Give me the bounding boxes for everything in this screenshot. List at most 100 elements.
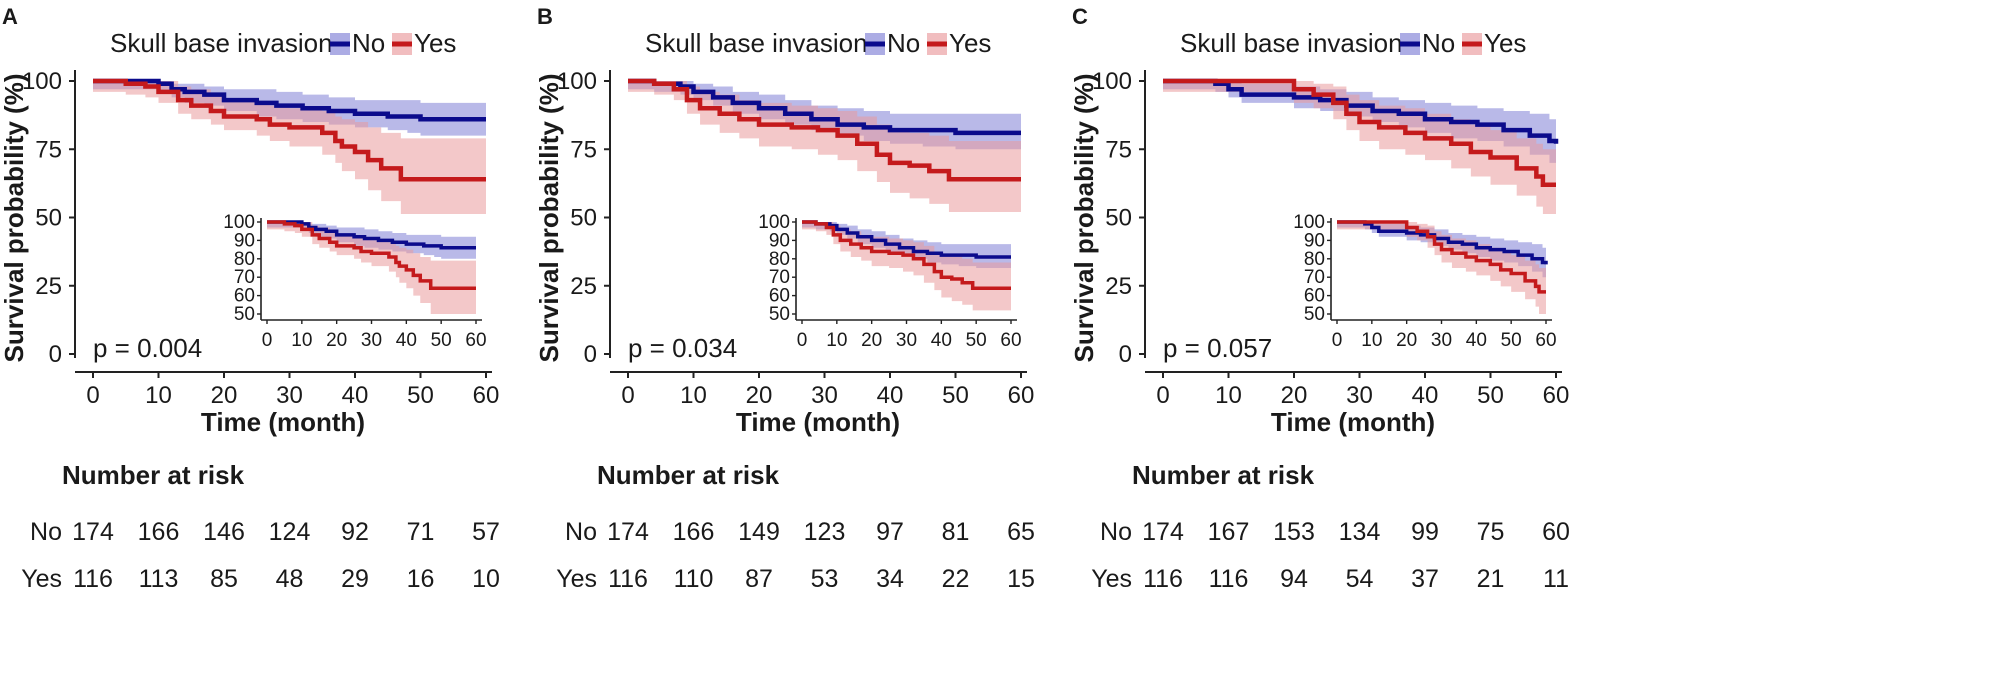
ci-band-yes	[1163, 81, 1556, 218]
legend: Skull base invasion No Yes	[645, 28, 991, 58]
risk-cell: 54	[1346, 565, 1374, 593]
legend-label-yes: Yes	[1484, 28, 1526, 58]
inset-y-tick-label: 90	[1304, 230, 1325, 251]
y-tick-label: 75	[35, 136, 62, 163]
x-tick-label: 50	[407, 382, 434, 409]
risk-cell: 87	[745, 565, 773, 593]
y-tick-label: 75	[1105, 136, 1132, 163]
x-tick-label: 40	[342, 382, 369, 409]
x-tick-label: 0	[86, 382, 99, 409]
inset-survival-line-no	[267, 220, 476, 250]
inset-survival-line-no	[1337, 220, 1548, 265]
x-tick-label: 10	[1215, 382, 1242, 409]
legend-title: Skull base invasion	[110, 28, 333, 58]
legend-label-no: No	[1422, 28, 1455, 58]
inset-x-tick-label: 30	[896, 330, 917, 351]
y-tick-label: 50	[570, 205, 597, 232]
inset-survival-line-no	[802, 220, 1011, 259]
legend-label-yes: Yes	[414, 28, 456, 58]
risk-cell: 53	[811, 565, 839, 593]
y-tick-label: 50	[1105, 205, 1132, 232]
x-tick-label: 20	[746, 382, 773, 409]
inset-y-tick-label: 70	[1304, 267, 1325, 288]
inset-x-tick-label: 60	[1535, 330, 1556, 351]
inset-survival-line-yes	[1337, 220, 1546, 294]
y-tick-label: 25	[570, 273, 597, 300]
y-tick-label: 0	[1119, 341, 1132, 368]
inset-ci-band-no	[1337, 222, 1546, 281]
risk-row-label: No	[1100, 518, 1132, 546]
x-tick-label: 20	[1281, 382, 1308, 409]
x-tick-label: 40	[877, 382, 904, 409]
inset-y-tick-label: 100	[223, 212, 255, 233]
risk-row-label: Yes	[1091, 565, 1132, 593]
inset-y-tick-label: 70	[234, 267, 255, 288]
risk-cell: 10	[472, 565, 500, 593]
risk-cell: 113	[139, 565, 179, 593]
inset-y-tick-label: 100	[1293, 212, 1325, 233]
inset-y-tick-label: 100	[758, 212, 790, 233]
y-axis-title: Survival probability (%)	[1069, 74, 1099, 363]
inset-y-tick-label: 50	[1304, 304, 1325, 325]
inset-x-tick-label: 60	[465, 330, 486, 351]
panel-letter: B	[537, 4, 553, 29]
risk-cell: 16	[407, 565, 435, 593]
risk-cell: 94	[1280, 565, 1308, 593]
inset-y-tick-label: 90	[769, 230, 790, 251]
x-tick-label: 30	[811, 382, 838, 409]
survival-line-no	[628, 78, 1021, 136]
risk-cell: 57	[472, 518, 500, 546]
inset-y-tick-label: 50	[234, 304, 255, 325]
p-value: p = 0.004	[93, 333, 202, 363]
inset-y-tick-label: 90	[234, 230, 255, 251]
risk-cell: 134	[1339, 518, 1381, 546]
inset-x-tick-label: 30	[361, 330, 382, 351]
inset-survival-line-yes	[802, 220, 1011, 290]
inset-x-tick-label: 40	[1466, 330, 1487, 351]
y-tick-label: 100	[22, 68, 62, 95]
inset-x-tick-label: 0	[797, 330, 808, 351]
y-tick-label: 75	[570, 136, 597, 163]
legend-label-yes: Yes	[949, 28, 991, 58]
survival-line-yes	[1163, 78, 1556, 187]
survival-line-yes	[628, 78, 1021, 182]
risk-cell: 174	[72, 518, 114, 546]
risk-cell: 153	[1273, 518, 1315, 546]
y-axis-title: Survival probability (%)	[0, 74, 29, 363]
risk-cell: 99	[1411, 518, 1439, 546]
risk-row-label: Yes	[556, 565, 597, 593]
y-tick-label: 100	[1092, 68, 1132, 95]
risk-cell: 116	[73, 565, 113, 593]
risk-cell: 97	[876, 518, 904, 546]
ci-band-no	[1163, 81, 1556, 169]
risk-table-title: Number at risk	[62, 460, 245, 490]
p-value: p = 0.057	[1163, 333, 1272, 363]
x-tick-label: 30	[1346, 382, 1373, 409]
ci-band-yes	[93, 81, 486, 218]
inset-y-tick-label: 60	[234, 286, 255, 307]
survival-line-yes	[93, 78, 486, 182]
inset-x-tick-label: 0	[1332, 330, 1343, 351]
risk-cell: 116	[1209, 565, 1249, 593]
inset-x-tick-label: 30	[1431, 330, 1452, 351]
risk-row-label: No	[30, 518, 62, 546]
x-tick-label: 0	[621, 382, 634, 409]
inset-x-tick-label: 10	[826, 330, 847, 351]
inset-y-tick-label: 80	[234, 249, 255, 270]
y-tick-label: 50	[35, 205, 62, 232]
inset-x-tick-label: 40	[931, 330, 952, 351]
risk-cell: 116	[608, 565, 648, 593]
inset-x-tick-label: 10	[1361, 330, 1382, 351]
x-axis-title: Time (month)	[201, 407, 365, 437]
risk-cell: 65	[1007, 518, 1035, 546]
inset-y-tick-label: 60	[769, 286, 790, 307]
risk-cell: 92	[341, 518, 369, 546]
risk-cell: 71	[407, 518, 435, 546]
inset-x-tick-label: 10	[291, 330, 312, 351]
x-tick-label: 50	[942, 382, 969, 409]
inset-x-tick-label: 0	[262, 330, 273, 351]
x-tick-label: 30	[276, 382, 303, 409]
risk-cell: 21	[1477, 565, 1505, 593]
